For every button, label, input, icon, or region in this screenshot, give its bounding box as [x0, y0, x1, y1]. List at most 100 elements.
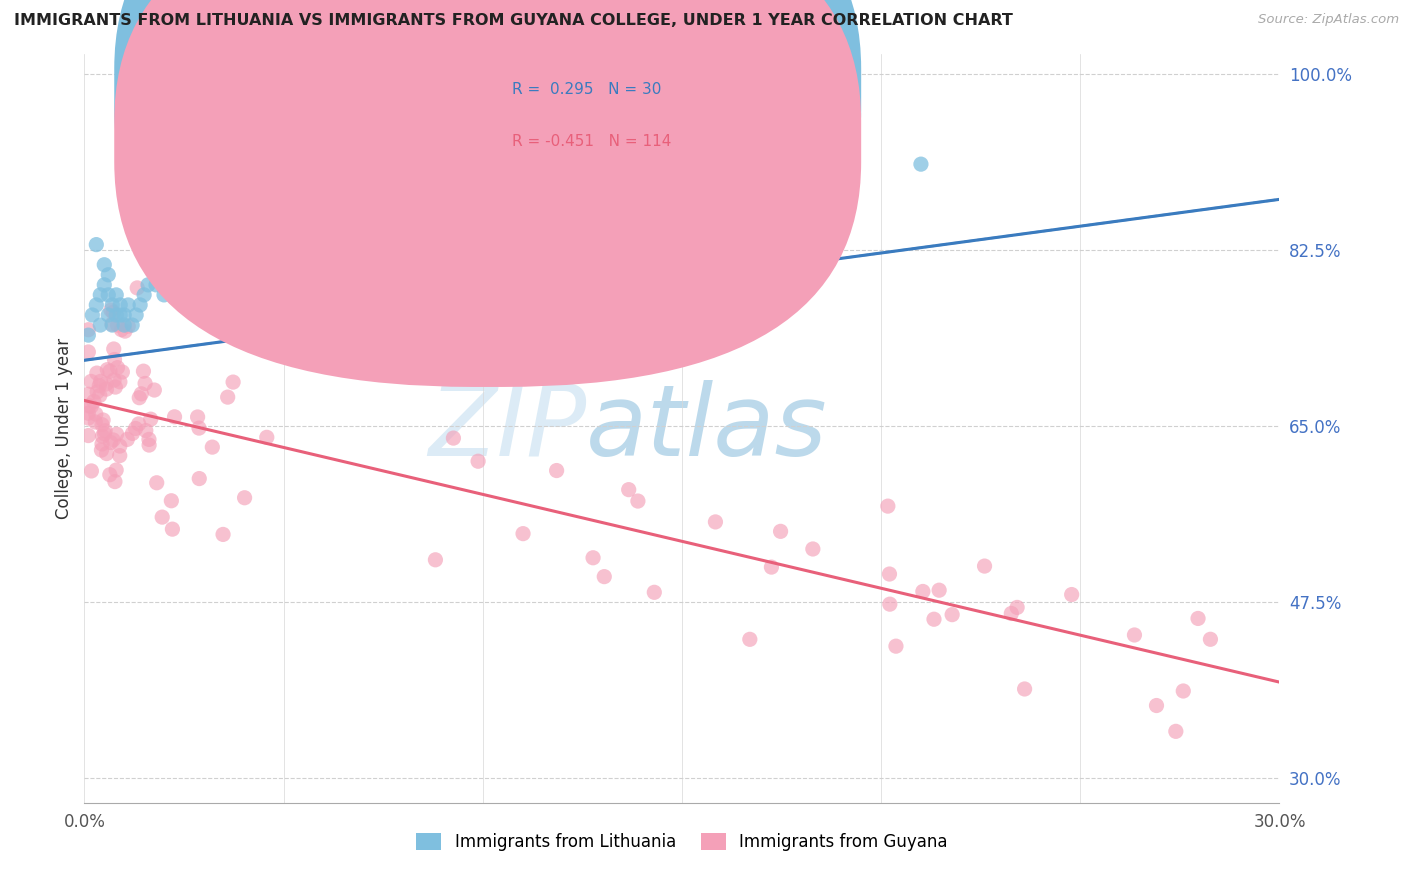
- Point: [922, 612, 945, 626]
- Point: [145, 475, 167, 490]
- Point: [910, 157, 932, 171]
- Point: [145, 277, 167, 292]
- Point: [112, 318, 135, 332]
- Text: atlas: atlas: [586, 380, 828, 476]
- Point: [132, 364, 155, 378]
- FancyBboxPatch shape: [114, 0, 862, 334]
- FancyBboxPatch shape: [449, 57, 748, 188]
- Point: [103, 373, 125, 387]
- Point: [107, 318, 129, 333]
- Point: [233, 491, 256, 505]
- Point: [1005, 600, 1028, 615]
- Point: [105, 308, 128, 322]
- Point: [135, 424, 157, 438]
- Point: [121, 426, 143, 441]
- Point: [124, 421, 146, 435]
- Point: [100, 303, 122, 318]
- Point: [1000, 607, 1022, 621]
- Point: [108, 449, 131, 463]
- Point: [941, 607, 963, 622]
- Point: [77, 323, 100, 337]
- Point: [879, 597, 901, 611]
- Point: [117, 433, 139, 447]
- Point: [86, 237, 108, 252]
- Point: [105, 288, 128, 302]
- Point: [132, 288, 156, 302]
- Point: [138, 433, 160, 447]
- Point: [77, 406, 100, 420]
- Point: [188, 472, 211, 486]
- Point: [80, 464, 103, 478]
- Point: [100, 435, 122, 450]
- Point: [77, 387, 100, 401]
- Point: [150, 510, 173, 524]
- Point: [212, 527, 235, 541]
- Point: [973, 559, 995, 574]
- Point: [143, 383, 166, 397]
- Point: [84, 407, 107, 421]
- Point: [90, 375, 112, 389]
- Point: [90, 443, 112, 458]
- Point: [1187, 611, 1209, 625]
- Point: [96, 362, 118, 376]
- Point: [84, 415, 107, 429]
- Point: [876, 499, 898, 513]
- Point: [1199, 632, 1222, 647]
- Point: [138, 438, 160, 452]
- Point: [134, 376, 156, 391]
- Point: [112, 308, 135, 322]
- Point: [91, 437, 114, 451]
- Point: [643, 585, 665, 599]
- Point: [738, 632, 761, 647]
- Point: [131, 387, 153, 401]
- Point: [546, 464, 568, 478]
- Point: [97, 288, 120, 302]
- Point: [136, 277, 159, 292]
- Point: [117, 319, 139, 334]
- Point: [928, 583, 950, 598]
- Point: [98, 364, 121, 378]
- Point: [93, 277, 115, 292]
- Point: [704, 515, 727, 529]
- Point: [108, 439, 131, 453]
- Text: R = -0.451   N = 114: R = -0.451 N = 114: [512, 135, 672, 150]
- Point: [77, 399, 100, 413]
- Point: [101, 318, 124, 332]
- Text: IMMIGRANTS FROM LITHUANIA VS IMMIGRANTS FROM GUYANA COLLEGE, UNDER 1 YEAR CORREL: IMMIGRANTS FROM LITHUANIA VS IMMIGRANTS …: [14, 13, 1012, 29]
- Point: [425, 553, 447, 567]
- Point: [1146, 698, 1168, 713]
- Point: [80, 399, 103, 413]
- Point: [77, 411, 100, 425]
- Point: [153, 288, 176, 302]
- Point: [160, 493, 183, 508]
- Point: [467, 454, 489, 468]
- Point: [107, 360, 129, 375]
- Point: [617, 483, 640, 497]
- Point: [89, 318, 111, 332]
- Point: [101, 433, 124, 447]
- Point: [1123, 628, 1146, 642]
- Point: [91, 417, 114, 432]
- Point: [769, 524, 792, 539]
- Point: [89, 378, 111, 392]
- Point: [187, 409, 209, 424]
- Point: [77, 428, 100, 442]
- Text: ZIP: ZIP: [427, 380, 586, 476]
- Point: [80, 375, 103, 389]
- Point: [97, 268, 120, 282]
- Point: [77, 345, 100, 359]
- Point: [256, 430, 278, 444]
- Point: [114, 324, 136, 338]
- Point: [911, 584, 934, 599]
- Point: [97, 308, 120, 322]
- Point: [108, 375, 131, 389]
- Point: [139, 412, 162, 426]
- Point: [160, 277, 183, 292]
- Point: [1164, 724, 1187, 739]
- Point: [441, 431, 464, 445]
- Point: [94, 424, 117, 438]
- Point: [162, 522, 184, 536]
- Point: [91, 413, 114, 427]
- Point: [94, 376, 117, 391]
- Point: [89, 288, 111, 302]
